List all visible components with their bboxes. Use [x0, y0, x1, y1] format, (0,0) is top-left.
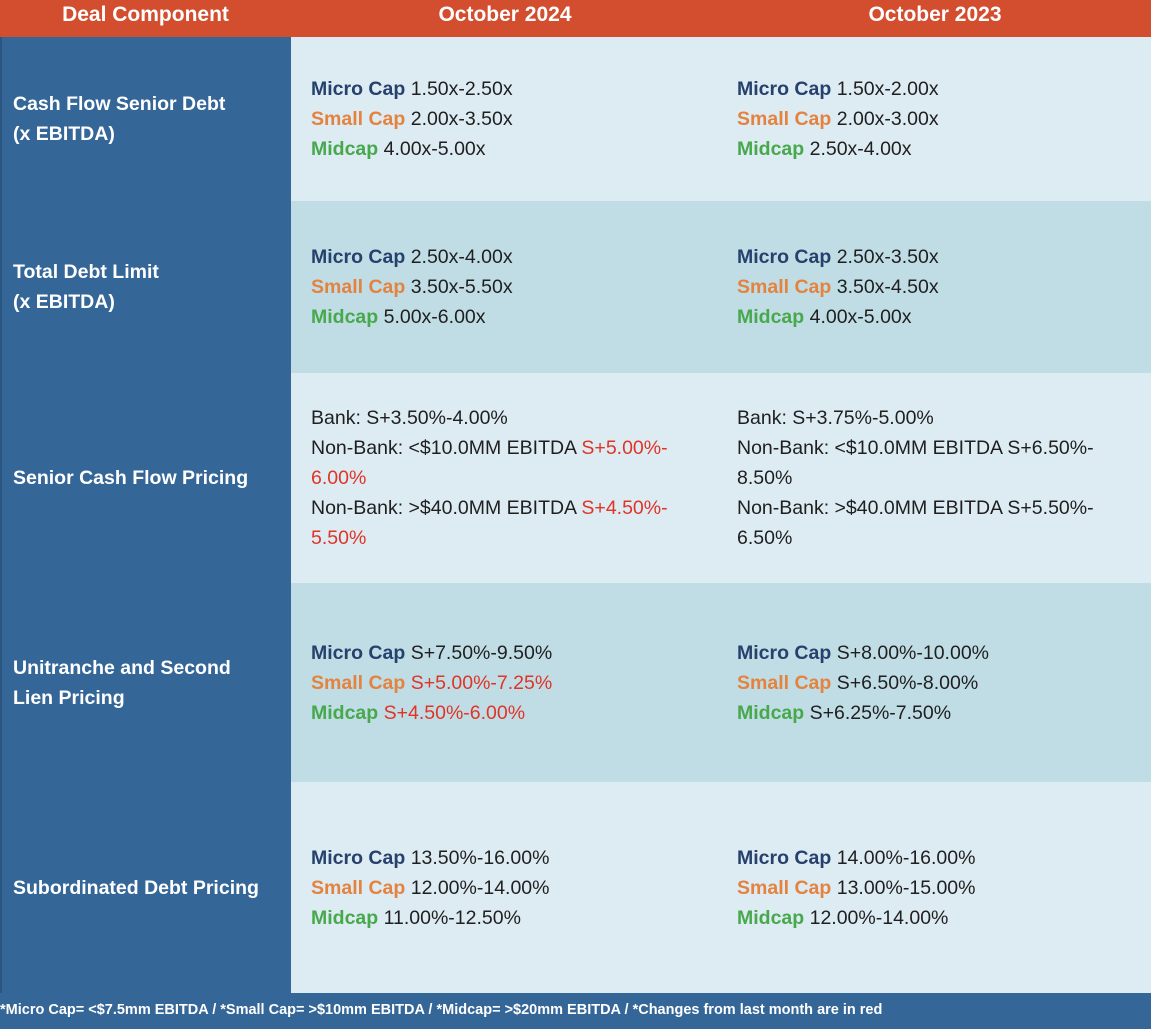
small-cap-tag: Small Cap [311, 876, 406, 899]
cell-october-2023: Bank: S+3.75%-5.00% Non-Bank: <$10.0MM E… [737, 407, 1094, 549]
small-cap-tag: Small Cap [737, 671, 832, 694]
changed-value: S+4.50%-6.00% [383, 701, 526, 724]
midcap-tag: Midcap [311, 701, 379, 724]
row-label: Unitranche and Second Lien Pricing [13, 656, 231, 709]
changed-value: S+5.00%- [581, 437, 668, 459]
table-row: Senior Cash Flow Pricing Bank: S+3.50%-4… [0, 373, 1151, 583]
micro-cap-tag: Micro Cap [311, 641, 406, 664]
micro-cap-tag: Micro Cap [311, 846, 406, 869]
small-cap-tag: Small Cap [737, 276, 832, 298]
cell-october-2024: Micro Cap 1.50x-2.50x Small Cap 2.00x-3.… [311, 78, 513, 160]
midcap-tag: Midcap [737, 138, 805, 160]
cell-october-2024: Bank: S+3.50%-4.00% Non-Bank: <$10.0MM E… [311, 403, 721, 553]
row-label: Senior Cash Flow Pricing [13, 467, 249, 489]
micro-cap-tag: Micro Cap [737, 641, 832, 664]
midcap-tag: Midcap [737, 906, 805, 929]
micro-cap-tag: Micro Cap [311, 246, 406, 268]
midcap-tag: Midcap [737, 306, 805, 328]
row-label: Subordinated Debt Pricing [13, 876, 259, 899]
row-label: Cash Flow Senior Debt (x EBITDA) [13, 93, 226, 145]
cell-october-2024: Micro Cap 13.50%-16.00% Small Cap 12.00%… [311, 846, 550, 929]
midcap-tag: Midcap [737, 701, 805, 724]
row-background [291, 583, 1151, 782]
cell-october-2023: Micro Cap 14.00%-16.00% Small Cap 13.00%… [737, 846, 976, 929]
header-deal-component: Deal Component [62, 3, 229, 26]
cell-october-2024: Micro Cap S+7.50%-9.50% Small Cap S+5.00… [311, 641, 553, 724]
row-label: Total Debt Limit (x EBITDA) [13, 261, 159, 313]
changed-value: 5.50% [311, 527, 367, 549]
table-row: Cash Flow Senior Debt (x EBITDA) Micro C… [0, 37, 1151, 201]
midcap-tag: Midcap [311, 906, 379, 929]
small-cap-tag: Small Cap [311, 276, 406, 298]
micro-cap-tag: Micro Cap [737, 246, 832, 268]
micro-cap-tag: Micro Cap [311, 78, 406, 100]
midcap-tag: Midcap [311, 138, 379, 160]
table-row: Total Debt Limit (x EBITDA) Micro Cap 2.… [0, 201, 1151, 373]
table-row: Unitranche and Second Lien Pricing Micro… [0, 583, 1151, 782]
cell-october-2023: Micro Cap 2.50x-3.50x Small Cap 3.50x-4.… [737, 246, 939, 328]
micro-cap-tag: Micro Cap [737, 846, 832, 869]
midcap-tag: Midcap [311, 306, 379, 328]
changed-value: 6.00% [311, 467, 367, 489]
deal-component-column [0, 37, 293, 993]
row-background [291, 782, 1151, 993]
small-cap-tag: Small Cap [311, 671, 406, 694]
header-october-2023: October 2023 [868, 3, 1002, 26]
micro-cap-tag: Micro Cap [737, 78, 832, 100]
changed-value: S+4.50%- [581, 497, 668, 519]
cell-october-2023: Micro Cap 1.50x-2.00x Small Cap 2.00x-3.… [737, 78, 939, 160]
changed-value: S+5.00%-7.25% [410, 671, 553, 694]
cell-october-2023: Micro Cap S+8.00%-10.00% Small Cap S+6.5… [737, 641, 990, 724]
table-header: Deal Component October 2024 October 2023 [0, 0, 1151, 37]
small-cap-tag: Small Cap [737, 108, 832, 130]
row-background [291, 373, 1151, 583]
small-cap-tag: Small Cap [737, 876, 832, 899]
row-background [291, 201, 1151, 373]
table-row: Subordinated Debt Pricing Micro Cap 13.5… [0, 782, 1151, 993]
footnote: *Micro Cap= <$7.5mm EBITDA / *Small Cap=… [0, 993, 1151, 1029]
small-cap-tag: Small Cap [311, 108, 406, 130]
row-background [291, 37, 1151, 201]
cell-october-2024: Micro Cap 2.50x-4.00x Small Cap 3.50x-5.… [311, 246, 513, 328]
header-october-2024: October 2024 [438, 3, 572, 26]
